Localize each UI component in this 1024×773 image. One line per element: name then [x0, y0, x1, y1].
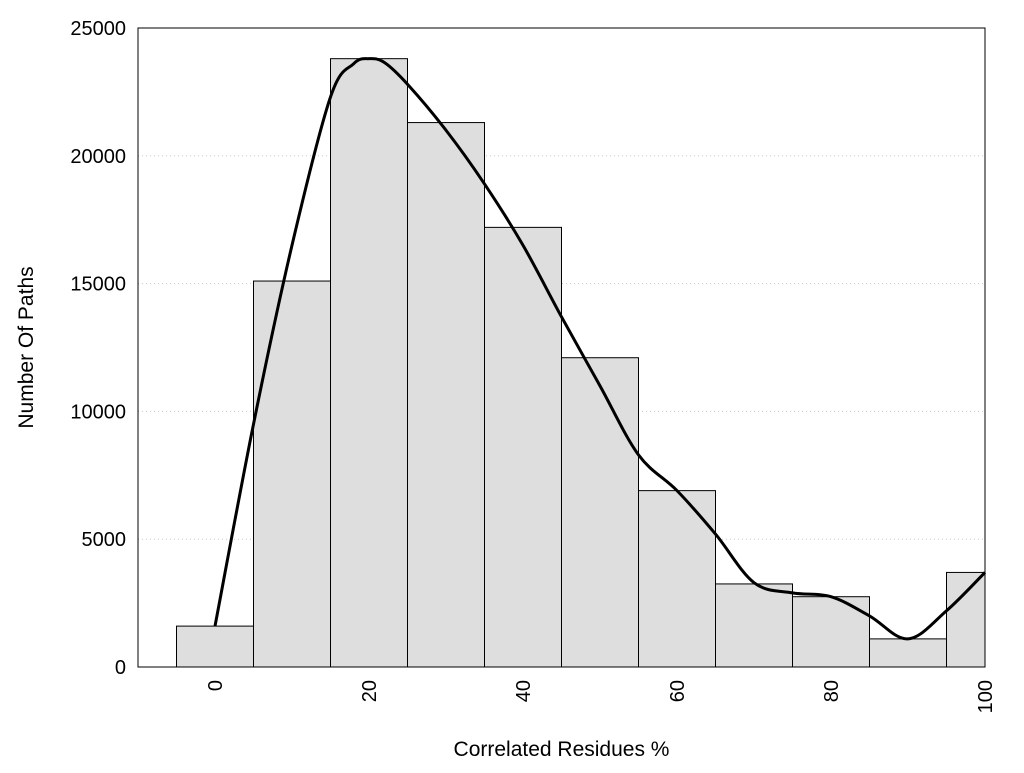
y-tick-label: 25000	[70, 18, 126, 40]
histogram-bar	[330, 58, 408, 668]
y-tick-label: 5000	[82, 529, 127, 551]
x-tick-label: 60	[667, 680, 689, 702]
density-curve-layer	[213, 57, 987, 641]
histogram-bars	[176, 58, 986, 668]
y-tick-label: 10000	[70, 401, 126, 423]
histogram-bar	[946, 571, 986, 668]
histogram-bar	[792, 596, 870, 668]
x-axis-label: Correlated Residues %	[454, 738, 670, 761]
x-tick-label: 40	[513, 680, 535, 702]
density-curve	[213, 57, 987, 641]
plot-frame	[137, 27, 986, 668]
x-tick-label: 0	[205, 680, 227, 691]
x-axis-ticks: 0 20 40 60 80 100	[205, 680, 997, 713]
histogram-bar	[638, 490, 716, 668]
histogram-bar	[253, 280, 331, 668]
histogram-bar	[484, 226, 562, 668]
y-axis-label: Number Of Paths	[15, 266, 38, 428]
x-tick-label: 80	[821, 680, 843, 702]
y-tick-label: 0	[115, 657, 126, 679]
histogram-bar	[715, 583, 793, 668]
histogram-bar	[869, 638, 947, 668]
x-tick-label: 100	[975, 680, 997, 713]
histogram-bar	[407, 122, 485, 668]
y-tick-label: 15000	[70, 274, 126, 296]
y-tick-label: 20000	[70, 146, 126, 168]
histogram-bar	[176, 625, 254, 668]
histogram-bar	[561, 357, 639, 668]
y-axis-ticks: 0 5000 10000 15000 20000 25000	[70, 18, 126, 679]
x-tick-label: 20	[359, 680, 381, 702]
